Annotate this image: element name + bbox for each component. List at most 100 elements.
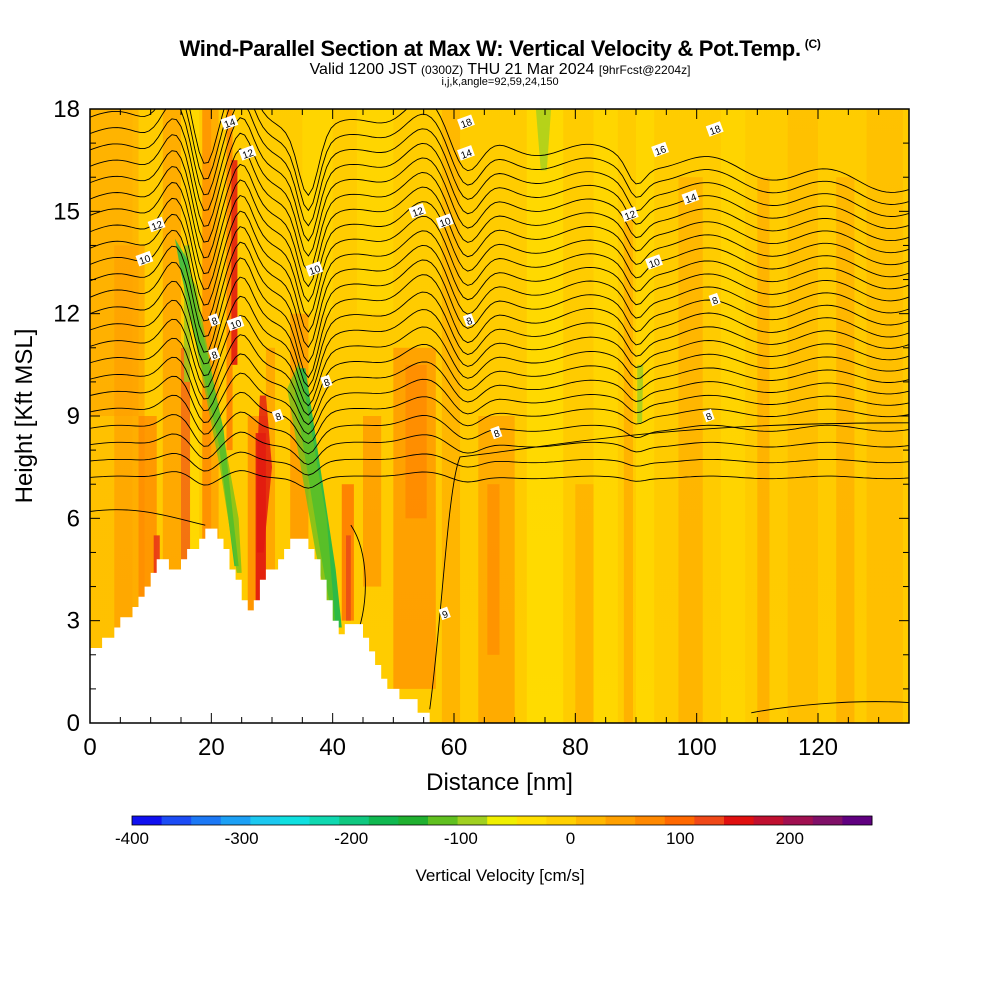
colorbar-swatch (161, 816, 192, 825)
contour-label-background (271, 408, 285, 423)
contour-label-background (208, 313, 221, 327)
contour-label: 14 (684, 192, 699, 206)
colorbar-swatch (546, 816, 577, 825)
contour-label: 14 (223, 117, 238, 131)
colorbar-frame (131, 815, 873, 826)
chart-subtitle: Valid 1200 JST (0300Z) THU 21 Mar 2024 [… (0, 61, 1000, 79)
contour-label-background (135, 250, 154, 267)
contour-label-background (681, 189, 700, 205)
colorbar-swatch (783, 816, 814, 825)
colorbar-swatch (309, 816, 340, 825)
colorbar-swatch (576, 816, 607, 825)
x-tick-label: 100 (677, 734, 717, 761)
colorbar-tick-label: -100 (444, 829, 478, 848)
colorbar-tick-label: 0 (566, 829, 575, 848)
colorbar-swatch (191, 816, 222, 825)
contour-label-background (651, 141, 670, 158)
contour-label-background (702, 408, 715, 423)
contour-label: 10 (648, 257, 663, 271)
x-tick-label: 40 (319, 734, 346, 761)
contour-label-background (320, 374, 333, 389)
contour-label: 9 (441, 609, 450, 621)
y-tick-label: 0 (67, 710, 80, 737)
theta-contour-labels: 14 12 12 10 10 10 8 8 8 8 18 14 12 10 8 8 9 18 16 14 12 10 8 8 (135, 114, 724, 621)
contour-label-background (645, 254, 663, 270)
contour-label: 8 (711, 295, 720, 307)
colorbar: -400 -300 -200 -100 0 100 200 (115, 815, 873, 848)
contour-label: 12 (241, 148, 256, 162)
colorbar-swatch (694, 816, 725, 825)
theta-contour-line (90, 276, 909, 388)
contour-label: 8 (492, 428, 501, 440)
y-axis-label: Height [Kft MSL] (11, 329, 38, 504)
x-axis-label: Distance [nm] (426, 769, 573, 796)
theta-contour-line (90, 163, 909, 288)
theta-contour-line (90, 148, 909, 273)
contour-label-background (705, 121, 724, 137)
contour-label-background (305, 261, 324, 277)
colorbar-swatch (457, 816, 488, 825)
colorbar-swatch (250, 816, 281, 825)
colorbar-tick-label: -200 (334, 829, 368, 848)
contour-label: 16 (654, 144, 669, 158)
contour-label-background (457, 145, 475, 161)
colorbar-tick-label: -300 (225, 829, 259, 848)
colorbar-swatch (724, 816, 755, 825)
section-params: i,j,k,angle=92,59,24,150 (441, 76, 559, 88)
contour-label: 8 (210, 316, 219, 328)
contour-label: 10 (229, 318, 244, 332)
colorbar-label: Vertical Velocity [cm/s] (415, 866, 584, 885)
theta-contour-line (90, 257, 909, 379)
colorbar-swatch (339, 816, 370, 825)
theta-contour-line (90, 353, 909, 426)
contour-label-background (490, 425, 503, 440)
axes: 0 20 40 60 80 100 120 0 3 6 9 12 15 18 (53, 96, 910, 761)
x-tick-label: 20 (198, 734, 225, 761)
contour-label: 10 (308, 264, 323, 278)
contour-label-background (457, 114, 475, 130)
contour-label-background (435, 213, 454, 229)
theta-contour-line (90, 132, 909, 257)
contour-label-background (438, 606, 451, 621)
theta-contour-line (90, 295, 909, 398)
contour-label: 18 (708, 124, 723, 138)
contour-label-background (708, 292, 721, 307)
contour-label-background (208, 347, 221, 361)
contour-label-background (147, 216, 166, 233)
theta-contour-line (189, 109, 909, 197)
valid-time-jst: Valid 1200 JST (309, 61, 417, 78)
colorbar-swatch (605, 816, 636, 825)
theta-contour-line (90, 334, 909, 416)
contour-label-background (220, 114, 239, 130)
theta-contour-line (350, 524, 366, 635)
y-tick-label: 9 (67, 403, 80, 430)
colorbar-swatch (812, 816, 843, 825)
theta-contour-line (90, 226, 909, 349)
theta-contour-line (90, 372, 909, 435)
contour-label: 8 (465, 316, 474, 328)
colorbar-swatch (487, 816, 518, 825)
contour-label: 10 (438, 216, 453, 230)
y-tick-label: 18 (53, 96, 80, 123)
contour-label: 12 (150, 219, 165, 233)
theta-contour-line (751, 701, 909, 714)
contour-label-background (226, 315, 245, 332)
colorbar-tick-label: 100 (666, 829, 694, 848)
colorbar-swatch (635, 816, 666, 825)
theta-contour-line (90, 109, 909, 227)
theta-contour-line (90, 109, 909, 212)
plot-area: 14 12 12 10 10 10 8 8 8 8 18 14 12 10 8 8 9 18 16 14 12 10 8 8 (90, 109, 909, 723)
colorbar-swatch (280, 816, 311, 825)
theta-contour-line (90, 117, 909, 242)
colorbar-swatch (368, 816, 399, 825)
contour-label: 10 (138, 253, 153, 267)
colorbar-swatch (132, 816, 163, 825)
valid-date: THU 21 Mar 2024 (467, 61, 595, 78)
theta-contour-line (90, 194, 909, 318)
colorbar-swatch (516, 816, 547, 825)
contour-label: 8 (274, 411, 283, 423)
contour-label: 8 (210, 350, 219, 362)
colorbar-swatch (220, 816, 251, 825)
colorbar-swatch (428, 816, 459, 825)
